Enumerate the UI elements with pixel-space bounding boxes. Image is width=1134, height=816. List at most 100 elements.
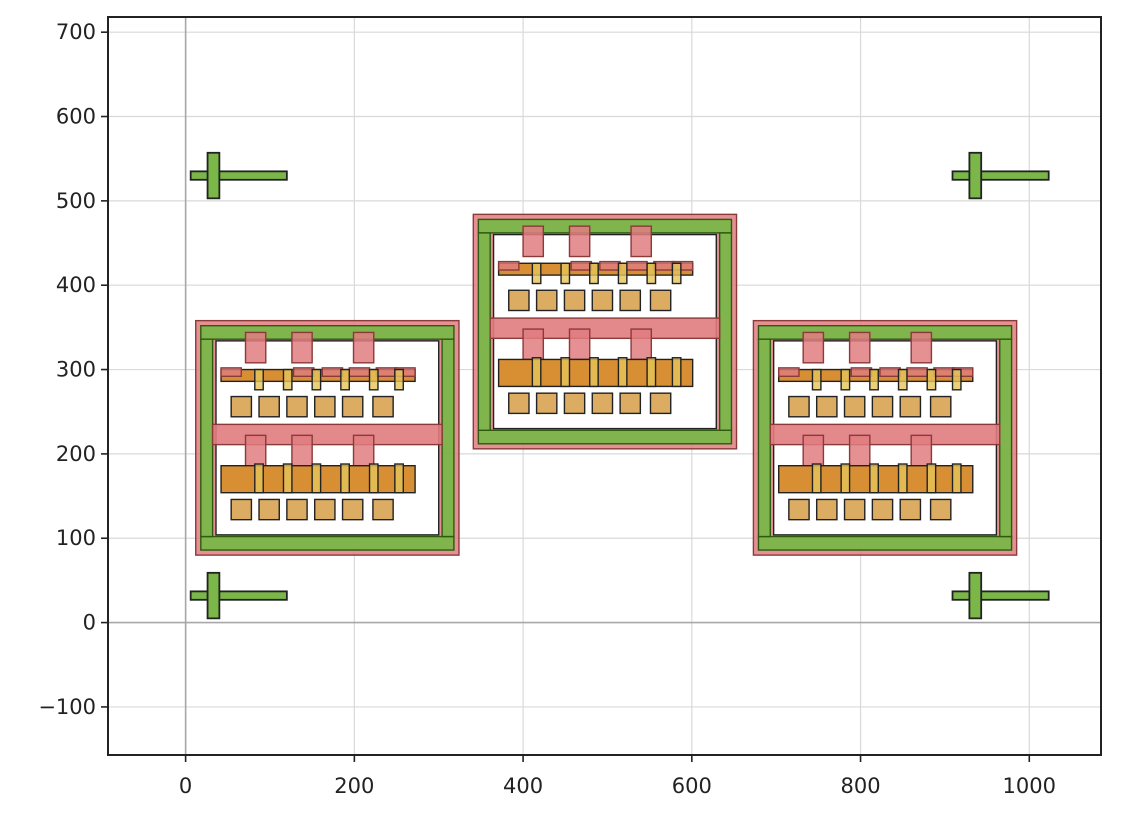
contact-pad xyxy=(341,395,364,418)
cross-vertical-bar xyxy=(968,151,983,200)
middle-strap xyxy=(489,317,721,340)
poly-tab xyxy=(497,260,520,271)
reference-lines xyxy=(108,17,1101,755)
gate-finger xyxy=(522,328,545,361)
via-strip xyxy=(646,357,657,388)
device-row xyxy=(220,331,416,418)
contact-pad xyxy=(649,392,672,415)
poly-tab xyxy=(626,260,648,271)
contact-pad xyxy=(508,289,530,312)
gate-finger xyxy=(630,225,653,258)
right-cell xyxy=(752,319,1018,556)
gate-finger xyxy=(848,331,871,364)
gate-finger xyxy=(910,331,933,364)
contact-pad xyxy=(929,498,952,521)
contact-pad xyxy=(372,498,394,521)
via-strip xyxy=(840,463,851,494)
x-tick-label: 400 xyxy=(503,774,543,798)
poly-tab xyxy=(375,367,398,378)
middle-strap xyxy=(211,423,443,446)
poly-tab xyxy=(778,367,800,378)
x-tick-label: 0 xyxy=(179,774,192,798)
via-strip xyxy=(368,463,379,494)
via-strip xyxy=(589,357,599,388)
y-tick-label: −100 xyxy=(38,695,96,719)
via-strip xyxy=(560,262,571,285)
cross-vertical-bar xyxy=(968,571,983,620)
alignment-cross xyxy=(189,571,288,620)
poly-tab xyxy=(850,367,873,378)
y-axis-ticks: −100 0 100 200 300 400 500 600 700 xyxy=(38,20,108,719)
contact-pad xyxy=(871,395,894,418)
contact-pad xyxy=(258,498,280,521)
via-strip xyxy=(869,463,879,494)
guard-top xyxy=(200,324,455,340)
contact-pad xyxy=(843,395,866,418)
guard-bottom xyxy=(200,535,455,551)
contact-pad xyxy=(899,498,922,521)
middle-strap xyxy=(769,423,1001,446)
poly-tab xyxy=(292,367,315,378)
contact-pad xyxy=(591,289,614,312)
poly-tab xyxy=(348,367,371,378)
gate-finger xyxy=(244,331,267,364)
gate-finger xyxy=(291,331,313,364)
via-strip xyxy=(951,368,962,391)
via-strip xyxy=(560,357,571,388)
cross-horizontal-bar xyxy=(951,590,1050,601)
via-strip xyxy=(811,463,822,494)
y-tick-label: 600 xyxy=(56,105,96,129)
via-strip xyxy=(869,368,879,391)
contact-pad xyxy=(843,498,866,521)
contact-pad xyxy=(563,392,586,415)
poly-tab xyxy=(570,260,593,271)
contact-pad xyxy=(508,392,530,415)
guard-left xyxy=(200,338,214,538)
left-cell xyxy=(195,319,460,556)
x-tick-label: 1000 xyxy=(1003,774,1056,798)
contact-pad xyxy=(258,395,280,418)
via-strip xyxy=(311,368,322,391)
via-strip xyxy=(394,368,404,391)
contact-pad xyxy=(788,498,810,521)
guard-top xyxy=(757,324,1013,340)
contact-pad xyxy=(871,498,894,521)
via-strip xyxy=(394,463,404,494)
via-strip xyxy=(840,368,851,391)
contact-pad xyxy=(372,395,394,418)
guard-right xyxy=(999,338,1013,538)
via-strip xyxy=(897,463,908,494)
x-tick-label: 800 xyxy=(841,774,881,798)
layout-content xyxy=(189,151,1050,620)
device-row xyxy=(778,331,974,418)
via-strip xyxy=(671,262,682,285)
device-row xyxy=(497,225,694,312)
y-tick-label: 400 xyxy=(56,273,96,297)
contact-pad xyxy=(591,392,614,415)
contact-pad xyxy=(563,289,586,312)
y-tick-label: 0 xyxy=(83,611,96,635)
via-strip xyxy=(340,463,350,494)
contact-pad xyxy=(313,498,336,521)
contact-pad xyxy=(286,395,308,418)
cross-vertical-bar xyxy=(206,571,221,620)
contact-pad xyxy=(341,498,364,521)
x-tick-label: 600 xyxy=(672,774,712,798)
gate-finger xyxy=(352,434,375,467)
guard-left xyxy=(757,338,771,538)
via-strip xyxy=(671,357,682,388)
cross-horizontal-bar xyxy=(189,170,288,181)
contact-pad xyxy=(619,289,642,312)
guard-right xyxy=(441,338,455,538)
y-tick-label: 200 xyxy=(56,442,96,466)
x-tick-label: 200 xyxy=(334,774,374,798)
guard-right xyxy=(718,232,733,431)
poly-tab xyxy=(933,367,955,378)
via-strip xyxy=(617,262,628,285)
guard-bottom xyxy=(477,429,733,445)
device-row xyxy=(220,434,416,521)
gate-finger xyxy=(848,434,871,467)
poly-tab xyxy=(321,367,344,378)
via-strip xyxy=(531,262,542,285)
